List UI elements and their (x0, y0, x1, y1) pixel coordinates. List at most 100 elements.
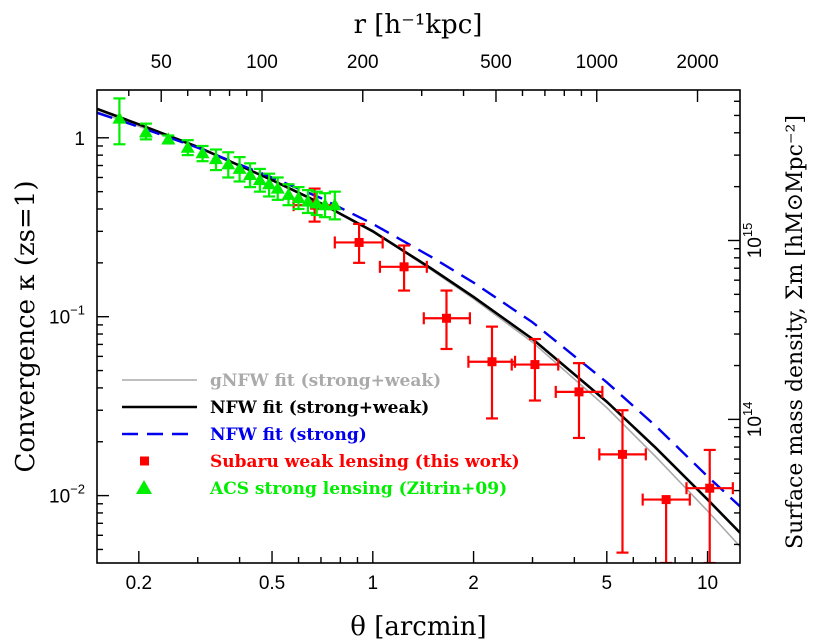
top-tick-label: 200 (347, 52, 379, 73)
legend-item: gNFW fit (strong+weak) (122, 371, 441, 391)
strong-lensing-point (180, 139, 195, 157)
weak-lensing-point (685, 448, 734, 563)
triangle-marker (262, 177, 277, 190)
legend-label: ACS strong lensing (Zitrin+09) (209, 479, 507, 499)
legend-item: NFW fit (strong) (122, 425, 367, 445)
strong-lensing-point (281, 183, 296, 207)
bottom-tick-label: 0.2 (126, 573, 152, 594)
legend-label: gNFW fit (strong+weak) (210, 371, 441, 391)
square-marker (354, 237, 364, 247)
strong-lensing-point (243, 162, 258, 189)
top-tick-label: 2000 (676, 52, 718, 73)
strong-lensing-point (270, 176, 285, 201)
plot-border (96, 89, 741, 564)
strong-lensing-point (291, 186, 306, 211)
legend-label: Subaru weak lensing (this work) (210, 452, 520, 472)
bottom-tick-label: 10 (697, 573, 718, 594)
triangle-marker (208, 152, 223, 165)
top-tick-label: 50 (151, 52, 172, 73)
legend-item: ACS strong lensing (Zitrin+09) (136, 479, 507, 499)
right-tick-label: 1014 (740, 402, 766, 438)
right-tick-label: 1015 (740, 223, 766, 259)
triangle-marker (309, 196, 324, 209)
legend-label: NFW fit (strong) (210, 425, 367, 445)
triangle-marker (327, 198, 342, 211)
y-axis-title-right: Surface mass density, Σm [hM⊙Mpc⁻²] (783, 115, 808, 549)
strong-lensing-point (318, 192, 333, 219)
top-tick-label: 500 (480, 52, 512, 73)
legend-triangle-marker (136, 480, 152, 494)
tick-base: 10 (745, 416, 766, 437)
strong-lensing-point (195, 144, 210, 163)
triangle-marker (281, 187, 296, 200)
legend: gNFW fit (strong+weak) NFW fit (strong+we… (122, 371, 520, 499)
square-marker (574, 387, 584, 397)
tick-exponent: 15 (740, 223, 755, 237)
strong-lensing-point (112, 97, 127, 146)
bottom-tick-label: 1 (368, 573, 379, 594)
x-axis-title-top: r [h⁻¹kpc] (354, 10, 483, 40)
bottom-tick-label: 2 (468, 573, 479, 594)
triangle-marker (232, 161, 247, 174)
weak-lensing-point (333, 222, 384, 264)
data-points (112, 97, 734, 563)
tick-exponent: −2 (70, 482, 85, 497)
tick-base: 10 (49, 308, 70, 329)
triangle-marker (243, 167, 258, 180)
strong-lensing-point (221, 151, 236, 179)
legend-square-marker (140, 456, 149, 466)
tick-exponent: −1 (70, 303, 85, 318)
strong-lensing-point (232, 156, 247, 183)
triangle-marker (291, 191, 306, 204)
tick-base: 10 (745, 237, 766, 258)
triangle-marker (161, 132, 176, 145)
strong-lensing-point (252, 167, 267, 193)
legend-label: NFW fit (strong+weak) (210, 398, 429, 418)
weak-lensing-point (422, 289, 471, 351)
triangle-marker (252, 173, 267, 186)
square-marker (399, 262, 409, 272)
strong-lensing-point (309, 190, 324, 217)
bottom-tick-label: 0.5 (259, 573, 285, 594)
weak-lensing-point (554, 362, 604, 440)
strong-lensing-point (262, 172, 277, 198)
strong-lensing-point (327, 190, 342, 221)
plot-frame (96, 89, 741, 564)
axis-titles: θ [arcmin] r [h⁻¹kpc] Convergence κ (zs=1)… (11, 10, 808, 642)
square-marker (530, 360, 540, 370)
bottom-tick-label: 5 (601, 573, 612, 594)
left-tick-label: 10−2 (49, 482, 85, 508)
square-marker (617, 449, 627, 459)
square-marker (441, 313, 451, 323)
top-tick-label: 1000 (576, 52, 618, 73)
y-axis-title-left: Convergence κ (zs=1) (11, 181, 41, 473)
strong-lensing-point (161, 132, 176, 145)
x-axis-title-bottom: θ [arcmin] (350, 612, 486, 642)
top-tick-label: 100 (246, 52, 278, 73)
square-marker (487, 357, 497, 367)
triangle-marker (318, 198, 333, 211)
weak-lensing-point (598, 409, 647, 554)
weak-lensing-point (641, 493, 691, 563)
triangle-marker (138, 125, 153, 138)
weak-lensing-point (378, 244, 428, 292)
triangle-marker (300, 194, 315, 207)
legend-item: NFW fit (strong+weak) (122, 398, 429, 418)
weak-lensing-point (467, 325, 517, 420)
tick-exponent: 14 (740, 402, 755, 416)
triangle-marker (221, 157, 236, 170)
tick-base: 10 (49, 487, 70, 508)
strong-lensing-point (138, 122, 153, 141)
legend-item: Subaru weak lensing (this work) (140, 452, 520, 472)
triangle-marker (270, 181, 285, 194)
triangle-marker (180, 140, 195, 153)
square-marker (661, 495, 671, 505)
triangle-marker (195, 146, 210, 159)
strong-lensing-point (208, 148, 223, 172)
nfw-fit-strong--curve (97, 111, 740, 508)
strong-lensing-point (300, 189, 315, 215)
square-marker (705, 483, 715, 493)
left-tick-label: 1 (74, 129, 85, 150)
